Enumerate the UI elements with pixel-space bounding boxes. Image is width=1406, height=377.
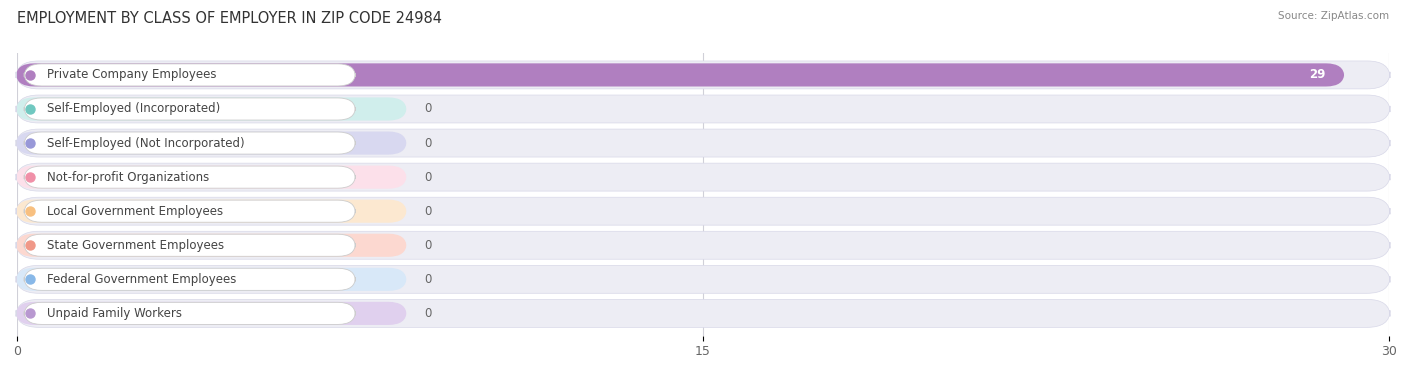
FancyBboxPatch shape <box>15 129 1391 157</box>
FancyBboxPatch shape <box>15 197 1391 225</box>
FancyBboxPatch shape <box>15 268 406 291</box>
FancyBboxPatch shape <box>24 302 356 325</box>
FancyBboxPatch shape <box>15 163 1391 191</box>
FancyBboxPatch shape <box>15 302 406 325</box>
FancyBboxPatch shape <box>15 234 406 257</box>
FancyBboxPatch shape <box>15 132 406 155</box>
Text: Local Government Employees: Local Government Employees <box>46 205 222 218</box>
FancyBboxPatch shape <box>15 265 1391 293</box>
Text: Self-Employed (Not Incorporated): Self-Employed (Not Incorporated) <box>46 136 245 150</box>
FancyBboxPatch shape <box>24 132 356 154</box>
Text: 0: 0 <box>425 273 432 286</box>
Text: 29: 29 <box>1309 68 1324 81</box>
FancyBboxPatch shape <box>15 199 406 223</box>
Text: Private Company Employees: Private Company Employees <box>46 68 217 81</box>
Text: Unpaid Family Workers: Unpaid Family Workers <box>46 307 181 320</box>
FancyBboxPatch shape <box>15 231 1391 259</box>
Text: 0: 0 <box>425 103 432 115</box>
Text: 0: 0 <box>425 171 432 184</box>
FancyBboxPatch shape <box>15 61 1391 89</box>
Text: Source: ZipAtlas.com: Source: ZipAtlas.com <box>1278 11 1389 21</box>
Text: EMPLOYMENT BY CLASS OF EMPLOYER IN ZIP CODE 24984: EMPLOYMENT BY CLASS OF EMPLOYER IN ZIP C… <box>17 11 441 26</box>
FancyBboxPatch shape <box>15 97 406 121</box>
Text: Federal Government Employees: Federal Government Employees <box>46 273 236 286</box>
Text: Self-Employed (Incorporated): Self-Employed (Incorporated) <box>46 103 219 115</box>
FancyBboxPatch shape <box>24 200 356 222</box>
Text: Not-for-profit Organizations: Not-for-profit Organizations <box>46 171 209 184</box>
FancyBboxPatch shape <box>24 166 356 188</box>
FancyBboxPatch shape <box>15 299 1391 327</box>
FancyBboxPatch shape <box>24 64 356 86</box>
Text: 0: 0 <box>425 205 432 218</box>
FancyBboxPatch shape <box>24 98 356 120</box>
FancyBboxPatch shape <box>15 166 406 189</box>
FancyBboxPatch shape <box>24 234 356 256</box>
FancyBboxPatch shape <box>15 63 1344 86</box>
Text: State Government Employees: State Government Employees <box>46 239 224 252</box>
Text: 0: 0 <box>425 307 432 320</box>
FancyBboxPatch shape <box>24 268 356 290</box>
FancyBboxPatch shape <box>15 95 1391 123</box>
Text: 0: 0 <box>425 136 432 150</box>
Text: 0: 0 <box>425 239 432 252</box>
